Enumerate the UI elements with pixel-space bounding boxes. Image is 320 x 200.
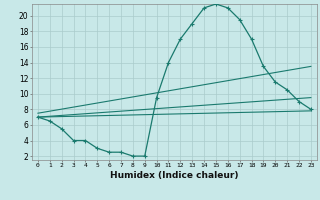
X-axis label: Humidex (Indice chaleur): Humidex (Indice chaleur) xyxy=(110,171,239,180)
